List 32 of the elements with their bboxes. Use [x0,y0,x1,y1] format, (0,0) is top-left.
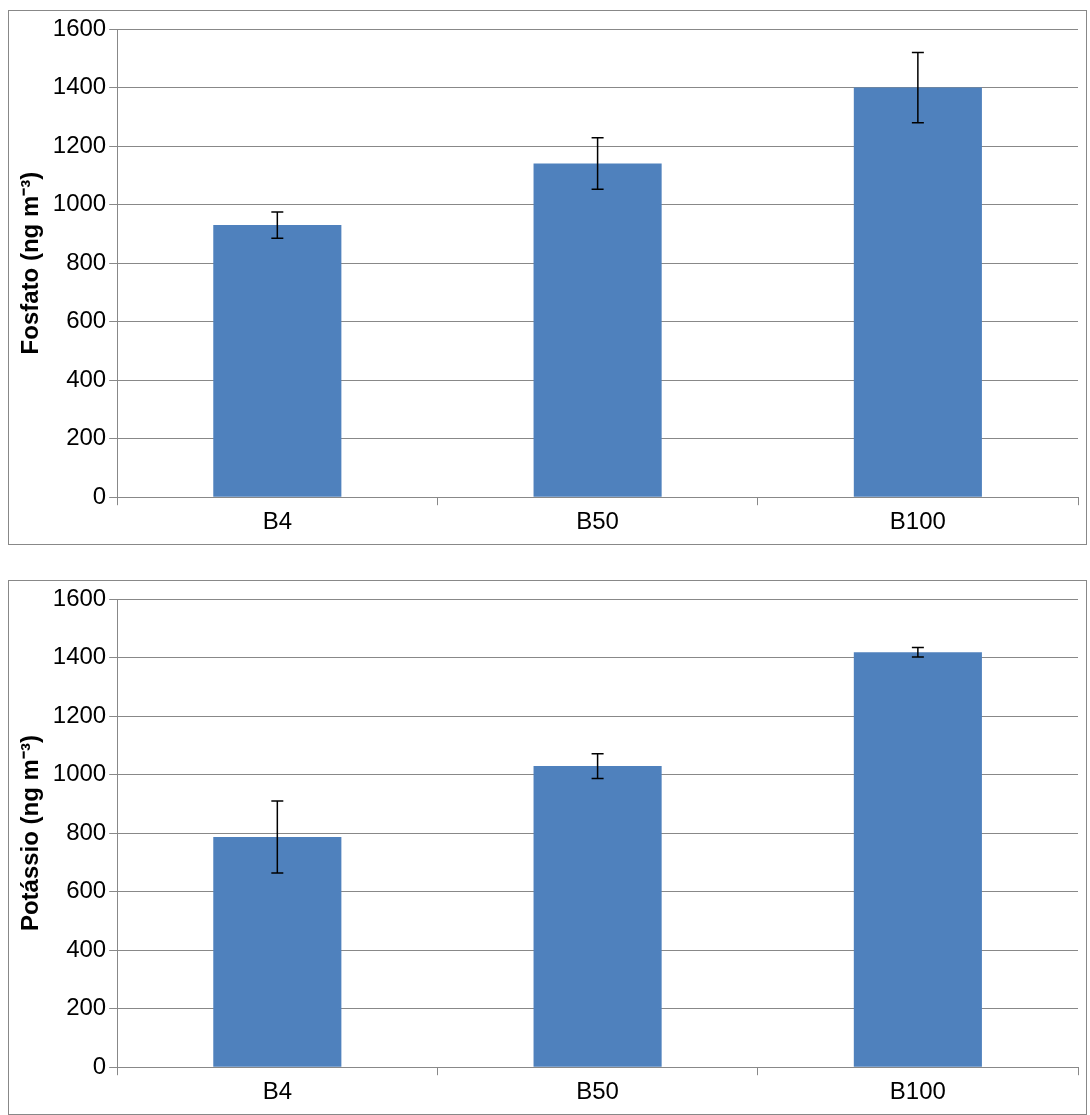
y-tick-label: 1600 [52,583,107,611]
y-tick-label: 400 [66,934,107,962]
y-tick-label: 200 [66,993,107,1021]
y-tick-label: 200 [66,423,107,451]
y-tick-label: 600 [66,876,107,904]
y-tick-label: 0 [92,481,107,509]
x-tick-label: B4 [262,507,293,535]
y-tick-label: 0 [92,1051,107,1079]
x-tick-label: B100 [889,507,946,535]
y-tick-label: 1200 [52,700,107,728]
y-tick-label: 800 [66,817,107,845]
y-tick-label: 800 [66,247,107,275]
x-tick-label: B100 [889,1077,946,1105]
bar [213,836,342,1067]
bar [853,652,982,1067]
y-tick-label: 1000 [52,759,107,787]
y-tick-label: 1200 [52,130,107,158]
bar [213,225,342,497]
bar [533,766,662,1067]
y-tick-label: 400 [66,364,107,392]
y-tick-label: 600 [66,306,107,334]
y-tick-label: 1400 [52,642,107,670]
bar [533,163,662,497]
x-tick-label: B50 [576,1077,619,1105]
y-tick-label: 1000 [52,189,107,217]
y-tick-label: 1400 [52,72,107,100]
x-tick-label: B4 [262,1077,293,1105]
x-tick-label: B50 [576,507,619,535]
y-tick-label: 1600 [52,13,107,41]
bar [853,87,982,497]
y-axis-title: Fosfato (ng m⁻³) [16,171,44,355]
y-axis-title: Potássio (ng m⁻³) [16,735,44,932]
